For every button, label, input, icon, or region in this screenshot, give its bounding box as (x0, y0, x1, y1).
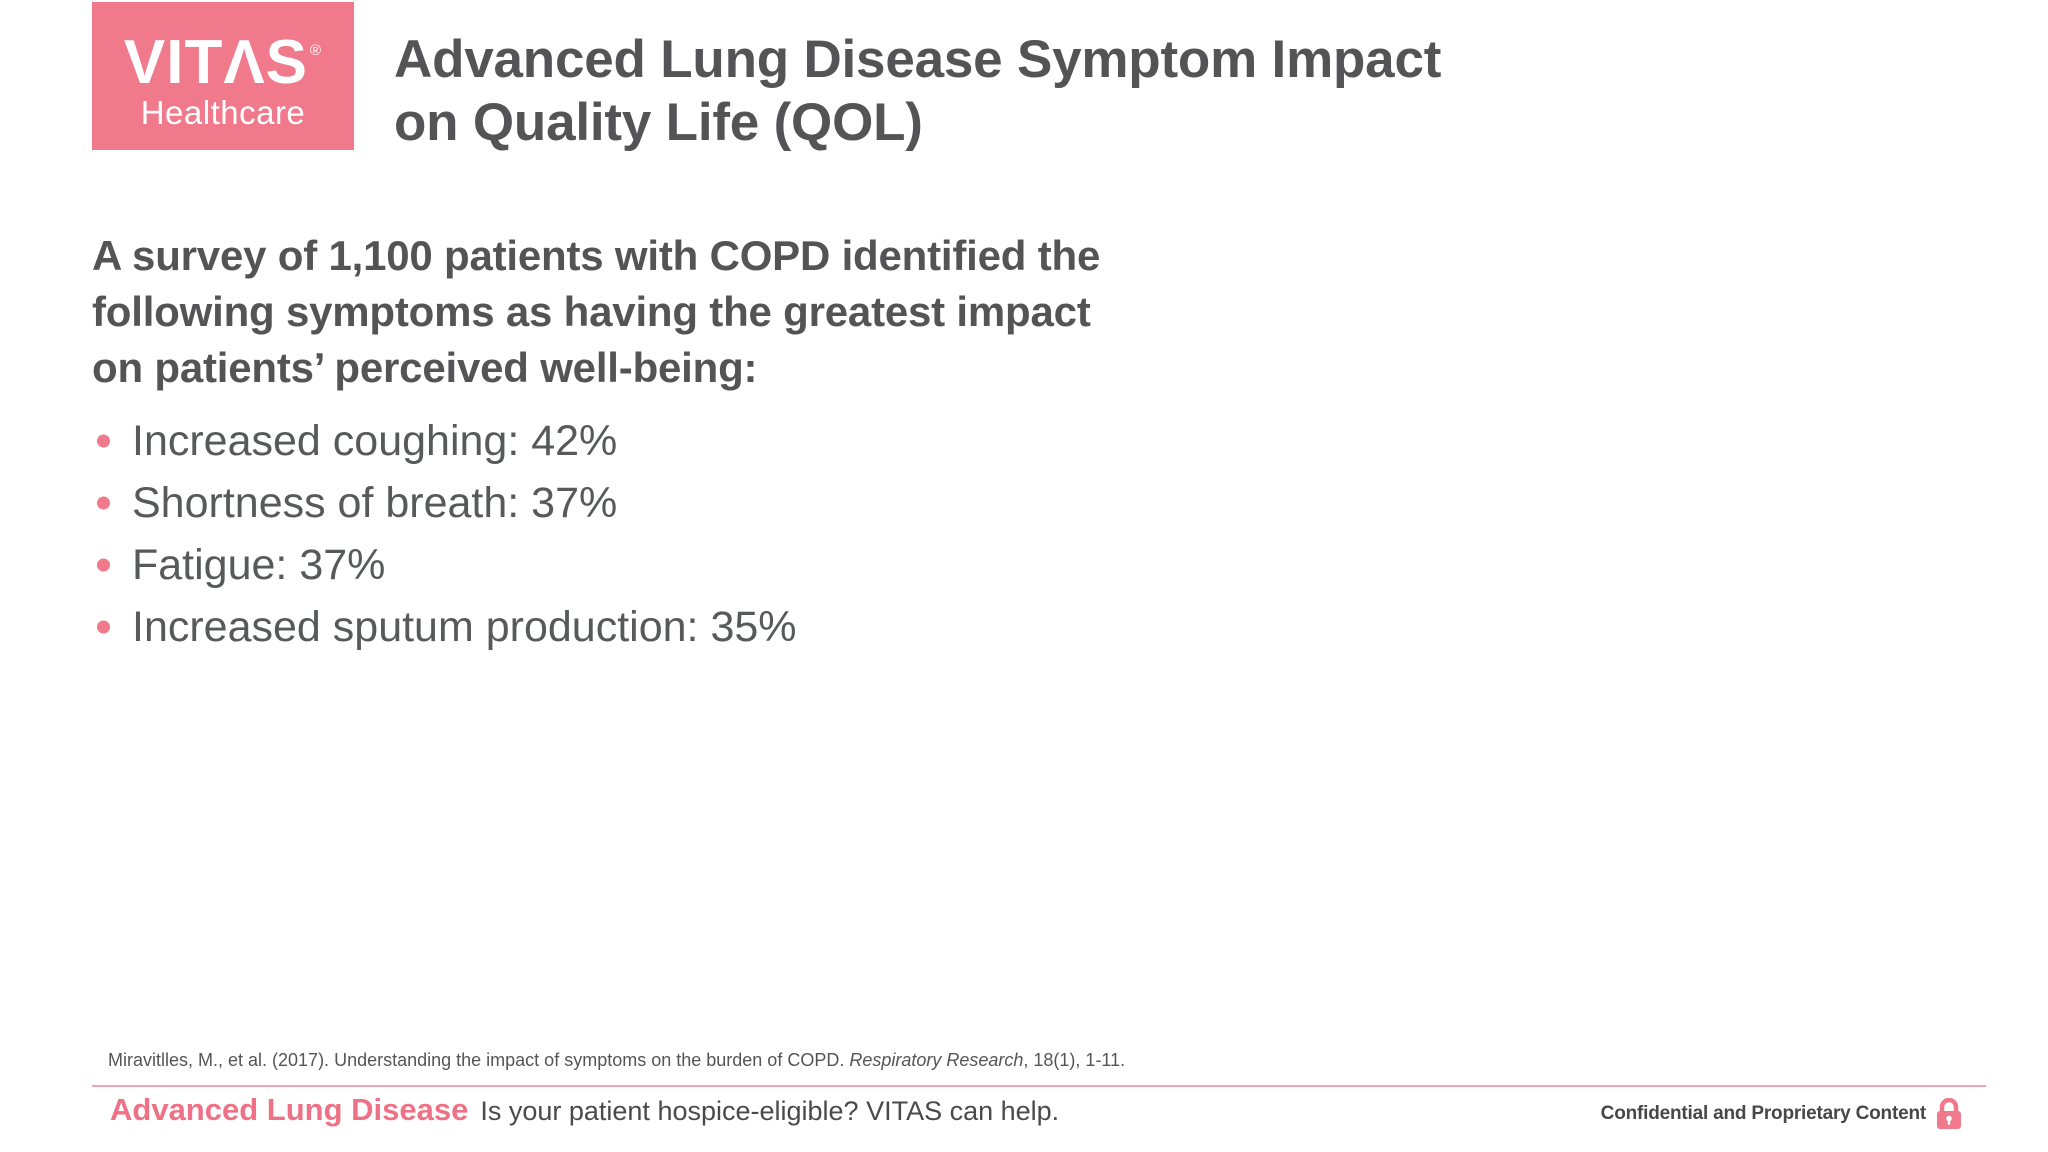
bullet-text: Increased coughing: 42% (132, 416, 618, 465)
bullet-dot-icon (97, 434, 110, 448)
confidential-label: Confidential and Proprietary Content (1600, 1103, 1927, 1124)
bullet-text: Increased sputum production: 35% (132, 602, 797, 651)
symptom-bullet-list: Increased coughing: 42% Shortness of bre… (92, 410, 797, 658)
list-item: Shortness of breath: 37% (92, 472, 797, 534)
list-item: Fatigue: 37% (92, 534, 797, 596)
vitas-logo: VITΛS ® Healthcare (92, 2, 354, 150)
body-heading-line-2: following symptoms as having the greates… (92, 288, 1091, 335)
bullet-text: Fatigue: 37% (132, 540, 386, 589)
slide-title-line-1: Advanced Lung Disease Symptom Impact (394, 30, 1442, 89)
citation-journal: Respiratory Research (849, 1050, 1024, 1070)
footer-program-name: Advanced Lung Disease (110, 1092, 469, 1127)
footer-left: Advanced Lung Disease Is your patient ho… (110, 1092, 1059, 1128)
vitas-logo-wordmark: VITΛS ® (123, 28, 323, 97)
body-heading-line-1: A survey of 1,100 patients with COPD ide… (92, 232, 1101, 279)
registered-trademark-symbol: ® (310, 42, 323, 59)
lock-icon (1937, 1098, 1961, 1129)
list-item: Increased sputum production: 35% (92, 596, 797, 658)
vitas-logo-subtitle: Healthcare (140, 94, 306, 131)
bullet-dot-icon (97, 620, 110, 634)
slide-title-line-2: on Quality Life (QOL) (394, 93, 923, 152)
citation-footnote: Miravitlles, M., et al. (2017). Understa… (108, 1050, 1125, 1071)
footer-right: Confidential and Proprietary Content (1601, 1098, 1962, 1130)
bullet-text: Shortness of breath: 37% (132, 478, 618, 527)
body-heading: A survey of 1,100 patients with COPD ide… (92, 228, 1100, 396)
footer-divider-line (92, 1085, 1986, 1087)
slide-title: Advanced Lung Disease Symptom Impact on … (394, 28, 1441, 154)
bullet-dot-icon (97, 558, 110, 572)
list-item: Increased coughing: 42% (92, 410, 797, 472)
citation-prefix: Miravitlles, M., et al. (2017). Understa… (108, 1050, 850, 1070)
footer-tagline: Is your patient hospice-eligible? VITAS … (480, 1096, 1060, 1126)
body-heading-line-3: on patients’ perceived well-being: (92, 344, 758, 391)
citation-suffix: , 18(1), 1-11. (1023, 1050, 1126, 1070)
bullet-dot-icon (97, 496, 110, 510)
